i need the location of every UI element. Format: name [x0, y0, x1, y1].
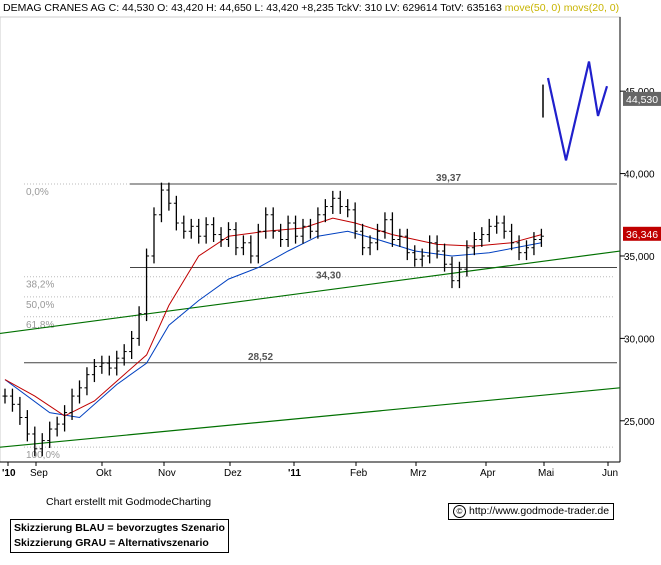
copyright-icon: ©	[453, 505, 466, 518]
website-url: http://www.godmode-trader.de	[469, 505, 610, 517]
scenario-blue-path	[546, 61, 609, 161]
x-tick-label: Mai	[538, 468, 554, 479]
y-tick-label: 35,000	[624, 252, 655, 263]
y-tick-label: 30,000	[624, 334, 655, 345]
legend-blue: Skizzierung BLAU = bevorzugtes Szenario	[14, 522, 225, 534]
trend-line-lower	[0, 387, 621, 448]
ma-fast-line	[4, 217, 542, 417]
last-price-tag-bg	[623, 91, 661, 106]
y-tick-label: 40,000	[624, 170, 655, 181]
legend-gray: Skizzierung GRAU = Alternativszenario	[14, 537, 209, 549]
x-tick-label: '11	[288, 468, 301, 479]
ma-fast-label: move(50, 0)	[504, 2, 561, 14]
level-label: 28,52	[248, 352, 273, 363]
x-tick-label: Nov	[158, 468, 176, 479]
fib-label: 38,2%	[26, 280, 54, 291]
chart-credit: Chart erstellt mit GodmodeCharting	[46, 496, 212, 508]
x-tick-label: Feb	[350, 468, 368, 479]
price-chart: 25,00030,00035,00040,00045,000'10SepOktN…	[0, 16, 661, 479]
chart-header: DEMAG CRANES AG C: 44,530 O: 43,420 H: 4…	[3, 2, 619, 14]
quote-readout: C: 44,530 O: 43,420 H: 44,650 L: 43,420 …	[108, 2, 502, 14]
ma-slow-line	[4, 230, 542, 419]
instrument-name: DEMAG CRANES AG	[3, 2, 106, 14]
scenario-legend: Skizzierung BLAU = bevorzugtes Szenario …	[10, 519, 229, 553]
x-tick-label: Okt	[96, 468, 112, 479]
y-tick-label: 25,000	[624, 417, 655, 428]
x-tick-label: Sep	[30, 468, 48, 479]
fib-label: 100,0%	[26, 450, 60, 461]
level-label: 39,37	[436, 173, 461, 184]
ma-value-tag: 36,346	[626, 229, 658, 241]
level-label: 34,30	[316, 271, 341, 282]
x-tick-label: Mrz	[410, 468, 427, 479]
x-tick-label: Jun	[602, 468, 618, 479]
fib-label: 50,0%	[26, 300, 54, 311]
trend-line-upper	[0, 250, 621, 335]
x-tick-label: Dez	[224, 468, 242, 479]
x-tick-label: Apr	[480, 468, 496, 479]
website-link[interactable]: © http://www.godmode-trader.de	[448, 503, 615, 520]
fib-label: 0,0%	[26, 187, 49, 198]
x-tick-label: '10	[2, 468, 16, 479]
ma-value-tag-bg	[623, 226, 661, 241]
plot-frame	[0, 16, 621, 463]
fib-label: 61,8%	[26, 320, 54, 331]
ma-slow-label: movs(20, 0)	[563, 2, 620, 14]
last-price-tag: 44,530	[626, 94, 658, 106]
